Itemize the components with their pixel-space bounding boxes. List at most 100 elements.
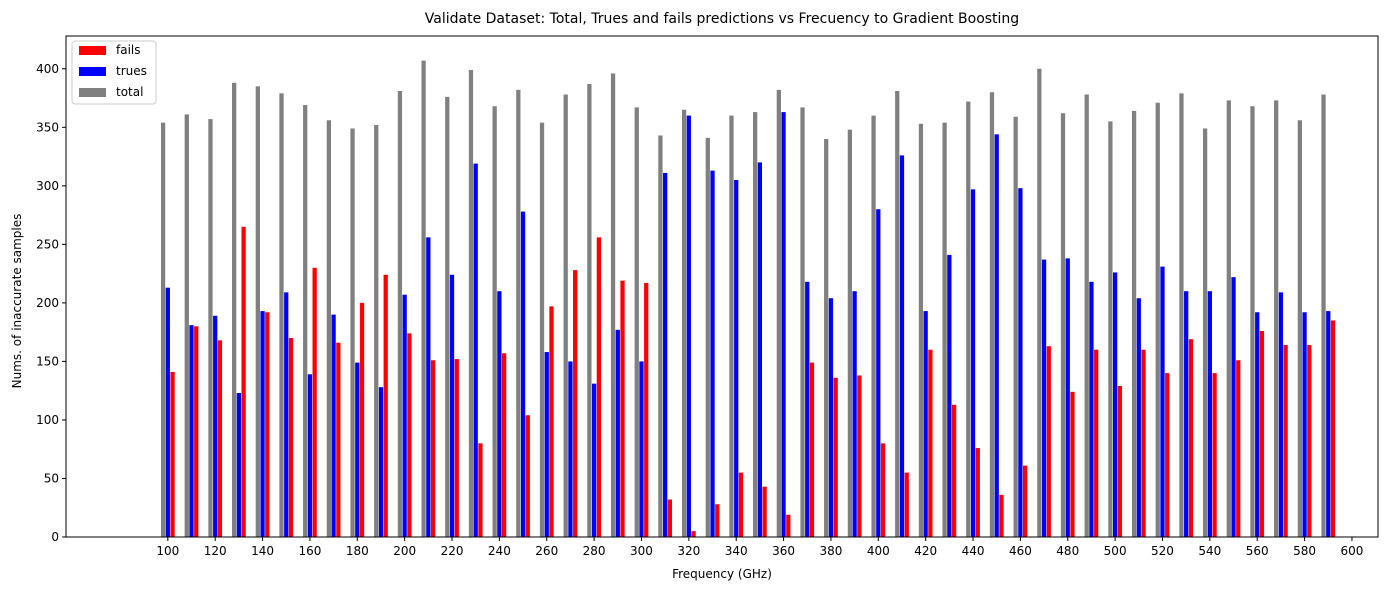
bar-trues-380 (828, 298, 834, 537)
y-tick-label-250: 250 (36, 237, 59, 251)
bar-fails-490 (1094, 349, 1099, 537)
bar-total-380 (824, 139, 829, 537)
x-tick-label-140: 140 (251, 544, 274, 558)
bar-trues-420 (923, 311, 928, 537)
x-axis-label: Frequency (GHz) (672, 567, 772, 581)
bar-total-410 (895, 91, 900, 538)
bar-fails-110 (194, 326, 199, 537)
bar-fails-420 (928, 349, 933, 537)
bar-fails-590 (1330, 320, 1336, 537)
bar-total-270 (563, 94, 568, 537)
bar-fails-160 (312, 267, 317, 537)
bar-total-590 (1321, 94, 1326, 537)
y-tick-label-300: 300 (36, 179, 59, 193)
bar-fails-170 (336, 342, 341, 537)
bar-total-140 (255, 86, 260, 537)
bar-trues-140 (260, 311, 265, 537)
bar-total-400 (871, 115, 876, 537)
legend-swatch-trues (79, 67, 106, 76)
bar-trues-520 (1160, 266, 1165, 537)
bar-trues-220 (449, 274, 455, 537)
legend-label-fails: fails (116, 43, 141, 57)
bar-trues-310 (663, 172, 668, 537)
x-tick-label-560: 560 (1246, 544, 1269, 558)
x-tick-label-220: 220 (441, 544, 464, 558)
bar-trues-100 (165, 287, 170, 537)
bar-fails-330 (715, 504, 720, 537)
bar-total-420 (918, 123, 924, 537)
bar-fails-150 (288, 338, 294, 537)
bar-total-440 (966, 101, 971, 538)
bar-fails-410 (904, 472, 909, 537)
bar-trues-440 (970, 189, 976, 537)
y-tick-label-400: 400 (36, 62, 59, 76)
bar-trues-580 (1302, 312, 1307, 537)
bar-fails-190 (383, 274, 388, 537)
bar-fails-360 (786, 514, 791, 537)
legend-swatch-total (79, 88, 106, 97)
bar-trues-540 (1207, 291, 1212, 537)
legend-label-total: total (116, 85, 143, 99)
bar-trues-200 (402, 294, 407, 537)
bar-total-200 (397, 91, 403, 538)
bar-trues-510 (1136, 298, 1141, 537)
y-tick-label-50: 50 (44, 471, 59, 485)
bar-total-190 (374, 124, 379, 538)
bar-trues-590 (1326, 311, 1331, 537)
bar-total-580 (1297, 120, 1302, 537)
bar-total-320 (681, 109, 687, 537)
bar-trues-450 (994, 134, 999, 537)
bar-total-100 (160, 122, 166, 538)
bar-fails-530 (1188, 339, 1194, 537)
bar-total-180 (350, 128, 355, 537)
y-tick-label-350: 350 (36, 120, 59, 134)
bar-trues-300 (639, 361, 644, 537)
bar-trues-110 (189, 325, 194, 537)
x-tick-label-200: 200 (393, 544, 416, 558)
x-tick-label-480: 480 (1056, 544, 1079, 558)
bar-fails-260 (549, 306, 554, 537)
bar-trues-560 (1255, 312, 1260, 537)
y-tick-label-0: 0 (51, 530, 59, 544)
bar-fails-430 (951, 404, 957, 537)
bar-trues-400 (876, 209, 881, 538)
bar-trues-500 (1112, 272, 1118, 537)
bar-trues-360 (781, 112, 786, 537)
bar-trues-340 (734, 179, 739, 538)
x-tick-label-520: 520 (1151, 544, 1174, 558)
bar-fails-550 (1236, 360, 1241, 537)
bar-total-550 (1226, 100, 1231, 537)
bar-trues-550 (1231, 277, 1236, 537)
x-tick-label-600: 600 (1340, 544, 1363, 558)
bar-total-470 (1037, 68, 1042, 537)
x-tick-label-100: 100 (156, 544, 179, 558)
bar-fails-370 (809, 362, 815, 537)
bar-total-110 (184, 114, 189, 538)
bars-layer (160, 60, 1336, 538)
bar-total-430 (942, 122, 947, 538)
bar-fails-570 (1283, 345, 1288, 537)
x-tick-label-420: 420 (914, 544, 937, 558)
bar-fails-560 (1259, 330, 1265, 537)
bar-total-460 (1013, 116, 1018, 538)
bar-total-260 (539, 122, 545, 538)
bar-trues-470 (1041, 259, 1047, 537)
bar-trues-290 (615, 329, 620, 537)
bar-fails-380 (833, 377, 838, 537)
bar-trues-210 (426, 237, 431, 537)
bar-fails-130 (241, 226, 246, 538)
bar-fails-300 (644, 282, 649, 537)
bar-fails-280 (596, 237, 601, 537)
bar-total-520 (1155, 102, 1160, 537)
bar-total-540 (1202, 128, 1208, 537)
bar-total-360 (776, 89, 781, 537)
x-tick-label-280: 280 (583, 544, 606, 558)
bar-trues-120 (213, 315, 218, 537)
x-tick-label-400: 400 (867, 544, 890, 558)
bar-trues-280 (591, 383, 597, 537)
bar-trues-490 (1089, 281, 1094, 537)
y-tick-label-150: 150 (36, 354, 59, 368)
bar-total-560 (1250, 106, 1255, 537)
bar-fails-500 (1117, 386, 1122, 537)
